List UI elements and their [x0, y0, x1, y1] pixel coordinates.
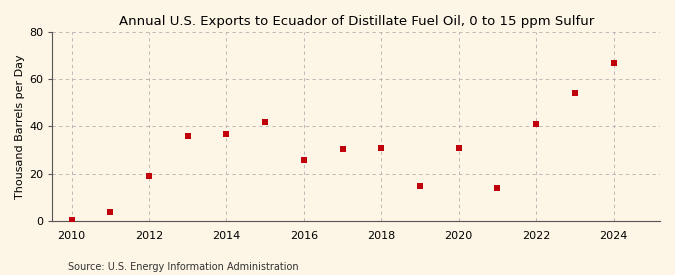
Point	[531, 122, 541, 126]
Point	[454, 145, 464, 150]
Point	[608, 60, 619, 65]
Point	[298, 157, 309, 162]
Text: Source: U.S. Energy Information Administration: Source: U.S. Energy Information Administ…	[68, 262, 298, 272]
Point	[66, 218, 77, 222]
Point	[492, 186, 503, 190]
Point	[260, 120, 271, 124]
Point	[105, 209, 116, 214]
Y-axis label: Thousand Barrels per Day: Thousand Barrels per Day	[15, 54, 25, 199]
Point	[144, 174, 155, 178]
Point	[414, 183, 425, 188]
Point	[221, 131, 232, 136]
Point	[376, 145, 387, 150]
Title: Annual U.S. Exports to Ecuador of Distillate Fuel Oil, 0 to 15 ppm Sulfur: Annual U.S. Exports to Ecuador of Distil…	[119, 15, 594, 28]
Point	[570, 91, 580, 96]
Point	[338, 147, 348, 151]
Point	[182, 134, 193, 138]
